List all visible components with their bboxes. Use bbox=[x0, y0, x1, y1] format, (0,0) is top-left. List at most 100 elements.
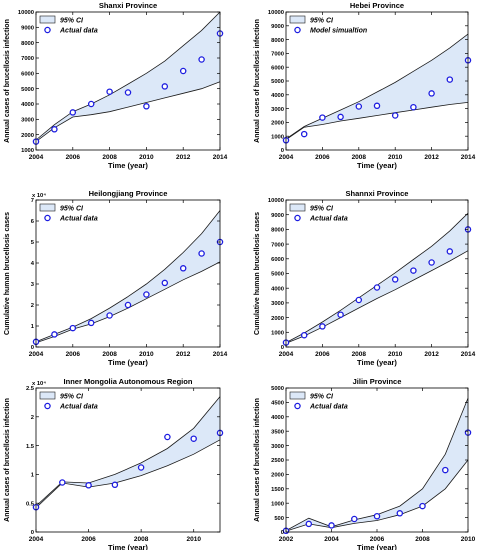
y-tick-label: 9000 bbox=[271, 213, 284, 219]
plot-area bbox=[286, 200, 468, 347]
x-tick-label: 2004 bbox=[29, 351, 44, 358]
chart-panel-2: 2004 2006 2008 2010 2012 2014 0 1000 2000 3000 400… bbox=[254, 1, 476, 170]
data-point bbox=[69, 109, 77, 116]
y-tick-label: 4000 bbox=[271, 93, 284, 99]
data-point bbox=[319, 114, 326, 121]
ci-upper-line bbox=[35, 11, 221, 141]
data-point bbox=[69, 324, 77, 332]
y-tick-label: 6000 bbox=[21, 72, 34, 78]
legend: 95% CI Actual data bbox=[39, 15, 98, 35]
y-tick-label: 4000 bbox=[271, 286, 284, 292]
legend-ci-swatch bbox=[39, 391, 56, 400]
axes-frame bbox=[35, 199, 221, 348]
data-point bbox=[198, 250, 205, 257]
plot-area bbox=[286, 388, 468, 532]
x-tick-label: 2006 bbox=[370, 536, 385, 543]
x-tick-label: 2010 bbox=[388, 351, 403, 358]
x-axis-label: Time (year) bbox=[357, 543, 397, 550]
legend: 95% CI Actual data bbox=[289, 203, 348, 223]
data-point bbox=[300, 130, 308, 138]
y-tick-label: 2 bbox=[31, 415, 34, 421]
y-tick-label: 10000 bbox=[268, 10, 284, 16]
data-point bbox=[179, 265, 187, 272]
legend-ci-label: 95% CI bbox=[60, 206, 84, 213]
y-axis-label: Cumulative human brucellosis cases bbox=[4, 212, 11, 335]
legend-ci-label: 95% CI bbox=[60, 18, 84, 25]
y-tick-label: 10000 bbox=[18, 10, 34, 16]
legend-ci-label: 95% CI bbox=[310, 394, 334, 401]
legend-ci-swatch bbox=[289, 203, 306, 212]
x-tick-label: 2012 bbox=[176, 154, 191, 161]
data-point bbox=[419, 502, 426, 510]
x-tick-label: 2012 bbox=[176, 351, 191, 358]
y-tick-label: 5000 bbox=[271, 272, 284, 278]
data-point bbox=[446, 248, 454, 255]
ci-band bbox=[36, 210, 220, 343]
data-point bbox=[143, 103, 150, 110]
data-point bbox=[111, 481, 119, 489]
ci-upper-line bbox=[35, 210, 221, 343]
y-tick-label: 2 bbox=[31, 303, 34, 309]
chart-panel-5: 2004 2006 2008 2010 0 0.5 1 1.5 2 2.5x 10⁴ Inner M… bbox=[4, 377, 224, 550]
ci-lower-line bbox=[285, 250, 469, 344]
y-tick-label: 7000 bbox=[271, 52, 284, 58]
x-tick-label: 2004 bbox=[29, 154, 44, 161]
x-axis-label: Time (year) bbox=[108, 358, 148, 367]
x-tick-label: 2014 bbox=[213, 154, 228, 161]
chart-panel-1: 2004 2006 2008 2010 2012 2014 1000 2000 3000 4000… bbox=[4, 1, 228, 170]
x-tick-label: 2006 bbox=[66, 154, 81, 161]
data-point bbox=[59, 479, 66, 486]
chart-title: Heilongjiang Province bbox=[89, 189, 168, 198]
y-tick-label: 1000 bbox=[271, 501, 284, 507]
legend-points-label: Actual data bbox=[309, 216, 348, 223]
y-tick-label: 6000 bbox=[271, 257, 284, 263]
legend-points-marker bbox=[44, 402, 51, 410]
y-tick-label: 2000 bbox=[271, 316, 284, 322]
legend-points-marker bbox=[294, 26, 301, 34]
y-tick-label: 8000 bbox=[271, 228, 284, 234]
y-tick-label: 1.5 bbox=[26, 444, 35, 450]
x-tick-label: 2014 bbox=[213, 351, 228, 358]
ci-lower-line bbox=[35, 81, 221, 142]
x-tick-label: 2004 bbox=[279, 351, 294, 358]
legend: 95% CI Model simualtion bbox=[289, 15, 367, 35]
y-tick-label: 2500 bbox=[271, 458, 284, 464]
legend-points-label: Actual data bbox=[59, 404, 98, 411]
ci-band bbox=[286, 398, 468, 532]
data-point bbox=[410, 267, 417, 274]
y-tick-label: 7000 bbox=[271, 242, 284, 248]
legend-ci-swatch bbox=[39, 203, 56, 212]
chart-title: Hebei Province bbox=[350, 1, 404, 10]
data-point bbox=[161, 83, 169, 90]
data-point bbox=[355, 103, 363, 110]
data-point bbox=[124, 301, 132, 309]
data-point bbox=[355, 296, 363, 304]
data-point bbox=[410, 103, 417, 111]
data-point bbox=[300, 331, 308, 339]
x-tick-label: 2004 bbox=[324, 536, 339, 543]
x-tick-label: 2008 bbox=[352, 351, 367, 358]
x-tick-label: 2014 bbox=[461, 351, 476, 358]
data-point bbox=[87, 100, 95, 108]
y-tick-label: 3000 bbox=[271, 301, 284, 307]
x-tick-label: 2006 bbox=[66, 351, 81, 358]
y-tick-label: 0 bbox=[31, 345, 34, 351]
y-tick-label: 5000 bbox=[271, 79, 284, 85]
x-axis-label: Time (year) bbox=[357, 161, 397, 170]
x-tick-label: 2006 bbox=[81, 536, 96, 543]
y-tick-label: 9000 bbox=[21, 26, 34, 32]
x-tick-label: 2008 bbox=[415, 536, 430, 543]
y-tick-label: 7 bbox=[31, 198, 34, 204]
axes-frame bbox=[35, 11, 221, 151]
chart-panel-4: 2004 2006 2008 2010 2012 2014 0 1000 2000 3000 400… bbox=[254, 189, 476, 367]
y-tick-label: 1000 bbox=[271, 331, 284, 337]
chart-panel-6: 2002 2004 2006 2008 2010 0 500 1000 1500 2000 2500… bbox=[254, 377, 476, 550]
y-tick-label: 0 bbox=[31, 530, 34, 536]
x-tick-label: 2008 bbox=[352, 154, 367, 161]
data-point bbox=[337, 311, 344, 318]
x-tick-label: 2010 bbox=[461, 536, 476, 543]
plot-area bbox=[36, 388, 220, 532]
y-tick-label: 0.5 bbox=[26, 501, 35, 507]
x-axis-label: Time (year) bbox=[357, 358, 397, 367]
ci-upper-line bbox=[35, 396, 221, 507]
